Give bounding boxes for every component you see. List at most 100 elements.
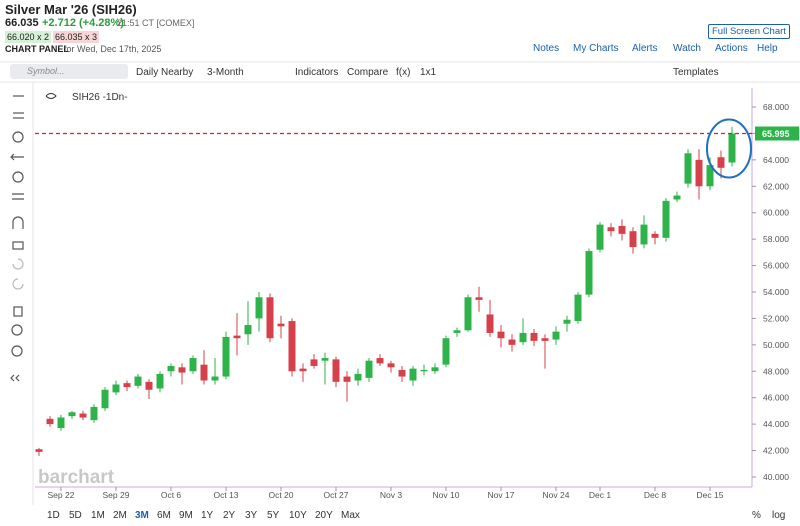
toolbar-item[interactable]: 3-Month — [207, 67, 244, 78]
toolbar-item[interactable]: Indicators — [295, 67, 339, 78]
toolbar-item[interactable]: Compare — [347, 67, 389, 78]
candle-body — [156, 373, 164, 389]
candle-body — [497, 331, 505, 339]
x-tick-label: Sep 22 — [48, 490, 75, 500]
range-button[interactable]: 5Y — [267, 510, 280, 521]
tool-icon — [11, 324, 23, 336]
templates-button[interactable]: Templates — [673, 67, 719, 78]
toolbar-item[interactable]: 1x1 — [420, 67, 437, 78]
percent-toggle[interactable]: % — [752, 510, 761, 521]
candle-body — [475, 297, 483, 300]
range-button[interactable]: 10Y — [289, 510, 307, 521]
range-button[interactable]: 2Y — [223, 510, 236, 521]
candle-body — [321, 358, 329, 361]
x-tick-label: Dec 15 — [697, 490, 724, 500]
side-tools — [10, 95, 24, 382]
y-tick-label: 50.000 — [763, 340, 789, 350]
candle-body — [233, 335, 241, 339]
x-tick-label: Dec 8 — [644, 490, 666, 500]
tool-icon — [12, 193, 24, 200]
candle-body — [673, 195, 681, 200]
candle-body — [365, 360, 373, 378]
candle-body — [255, 297, 263, 319]
range-button[interactable]: 9M — [179, 510, 193, 521]
candle-body — [134, 376, 142, 386]
range-button[interactable]: 6M — [157, 510, 171, 521]
y-tick-label: 54.000 — [763, 287, 789, 297]
range-button[interactable]: 1Y — [201, 510, 214, 521]
range-button[interactable]: 3Y — [245, 510, 258, 521]
range-button[interactable]: 20Y — [315, 510, 333, 521]
header-link[interactable]: Notes — [533, 43, 560, 54]
candle-body — [519, 332, 527, 343]
tool-icon — [12, 171, 24, 183]
x-tick-label: Oct 6 — [161, 490, 182, 500]
candle-body — [376, 358, 384, 364]
y-tick-label: 58.000 — [763, 234, 789, 244]
candle-body — [486, 314, 494, 333]
candle-body — [442, 338, 450, 365]
header-link[interactable]: My Charts — [573, 43, 619, 54]
candle-body — [79, 413, 87, 418]
tool-icon — [12, 216, 24, 229]
x-tick-label: Nov 24 — [543, 490, 570, 500]
y-tick-label: 44.000 — [763, 419, 789, 429]
symbol-placeholder: Symbol... — [27, 66, 65, 76]
candle-body — [717, 157, 725, 168]
candle-body — [332, 359, 340, 382]
header-link[interactable]: Help — [757, 43, 778, 54]
panel-label: CHART PANEL — [5, 44, 69, 54]
candle-body — [343, 376, 351, 382]
tool-icon — [13, 306, 23, 317]
tool-icon — [12, 258, 24, 270]
range-button[interactable]: 3M — [135, 510, 149, 521]
range-button[interactable]: Max — [341, 510, 360, 521]
tool-icon — [10, 374, 20, 382]
y-tick-label: 42.000 — [763, 446, 789, 456]
symbol-search[interactable]: Symbol... — [10, 64, 128, 79]
range-button[interactable]: 5D — [69, 510, 82, 521]
toolbar-item[interactable]: Daily Nearby — [136, 67, 194, 78]
last-price: 66.035 — [5, 17, 39, 29]
candle-body — [299, 368, 307, 372]
toolbar-item[interactable]: f(x) — [396, 67, 411, 78]
candle-body — [728, 133, 736, 163]
range-button[interactable]: 1D — [47, 510, 60, 521]
y-tick-label: 60.000 — [763, 208, 789, 218]
tool-icon — [12, 278, 24, 290]
candle-body — [552, 331, 560, 340]
y-tick-label: 68.000 — [763, 102, 789, 112]
header-link[interactable]: Watch — [673, 43, 701, 54]
candle-body — [200, 364, 208, 381]
ask: 66.035 x 3 — [53, 31, 100, 43]
candle-body — [651, 233, 659, 238]
candle-body — [431, 367, 439, 372]
candle-body — [387, 363, 395, 368]
candle-body — [178, 367, 186, 373]
x-tick-label: Nov 10 — [433, 490, 460, 500]
candle-body — [464, 297, 472, 331]
range-button[interactable]: 1M — [91, 510, 105, 521]
candle-body — [596, 224, 604, 250]
highlight-circle — [706, 118, 752, 179]
eye-icon[interactable] — [45, 93, 57, 99]
candle-body — [662, 200, 670, 238]
range-button[interactable]: 2M — [113, 510, 127, 521]
header-link[interactable]: Actions — [715, 43, 748, 54]
full-screen-button[interactable]: Full Screen Chart — [708, 24, 790, 39]
candle-body — [574, 294, 582, 322]
candle-body — [211, 376, 219, 381]
candle-body — [453, 330, 461, 333]
candle-body — [398, 369, 406, 377]
candle-body — [354, 373, 362, 381]
header-link[interactable]: Alerts — [632, 43, 658, 54]
log-toggle[interactable]: log — [772, 510, 786, 521]
candle-body — [90, 406, 98, 421]
title: Silver Mar '26 (SIH26) — [5, 2, 137, 17]
candle-body — [706, 165, 714, 187]
candle-body — [68, 412, 76, 417]
candle-body — [35, 449, 43, 452]
candle-body — [640, 224, 648, 245]
